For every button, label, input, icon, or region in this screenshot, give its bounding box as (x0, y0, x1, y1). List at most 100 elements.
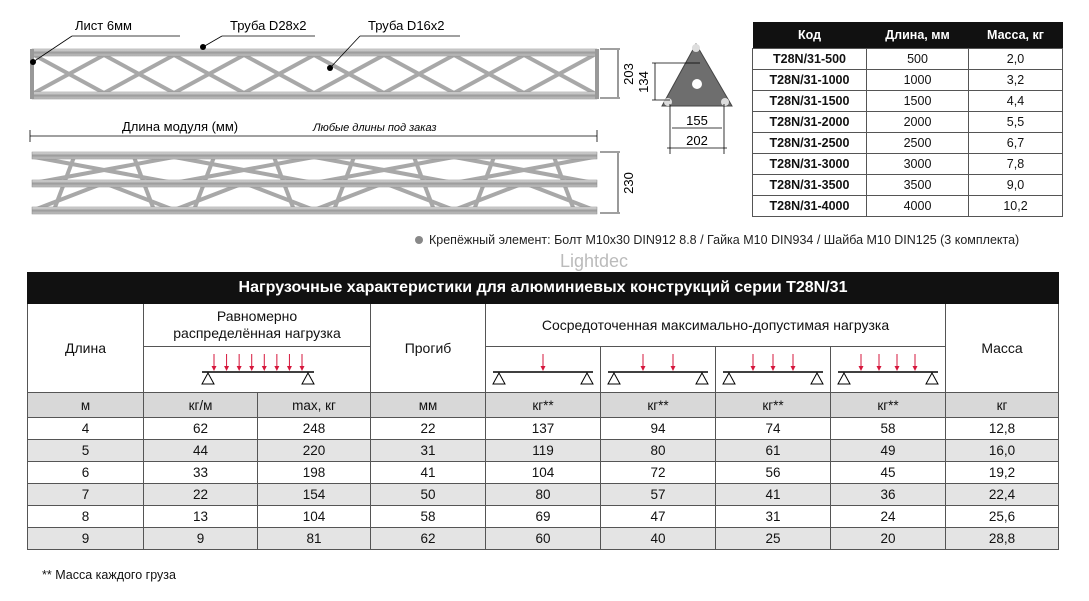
table-cell: 22,4 (944, 483, 1060, 506)
spec-cell-mass: 6,7 (968, 132, 1063, 154)
table-row: 7 22 154 50 80 57 41 36 22,4 (27, 483, 1060, 506)
spec-cell-mass: 4,4 (968, 90, 1063, 112)
spec-cell-len: 4000 (866, 195, 969, 217)
load-arrow-icon (858, 354, 864, 371)
load-table: Нагрузочные характеристики для алюминиев… (26, 272, 1060, 550)
brace-tube (173, 53, 245, 95)
spec-header-code: Код (752, 22, 867, 49)
any-length-label: Любые длины под заказ (312, 122, 436, 134)
dim-height-top: 203 (621, 63, 636, 85)
table-cell: 40 (600, 527, 716, 550)
unit-cell: м (27, 392, 144, 418)
point-load-diagram-1 (485, 346, 601, 393)
table-cell: 62 (143, 417, 258, 440)
chord-tube (31, 91, 598, 100)
spec-header-length: Длина, мм (866, 22, 969, 49)
label-sheet: Лист 6мм (75, 18, 132, 33)
table-cell: 57 (600, 483, 716, 506)
table-cell: 6 (27, 461, 144, 484)
table-row: 4 62 248 22 137 94 74 58 12,8 (27, 417, 1060, 440)
unit-cell: кг** (600, 392, 716, 418)
brace-tube (33, 53, 105, 95)
support-icon (810, 371, 824, 385)
load-arrow-icon (249, 354, 255, 371)
table-cell: 60 (485, 527, 601, 550)
spec-row: T28N/31-2000 2000 5,5 (752, 111, 1063, 133)
chord-tube (31, 179, 598, 188)
table-cell: 44 (143, 439, 258, 462)
table-cell: 25,6 (944, 505, 1060, 528)
brace-tube (453, 181, 525, 212)
brace-tube (103, 53, 175, 95)
spec-row: T28N/31-4000 4000 10,2 (752, 195, 1063, 217)
unit-cell: кг (944, 392, 1060, 418)
support-icon (695, 371, 709, 385)
truss-drawing: Лист 6мм Труба D28x2 Труба D16x2 203 230… (29, 18, 733, 215)
spec-cell-mass: 3,2 (968, 69, 1063, 91)
table-cell: 62 (370, 527, 486, 550)
spec-row: T28N/31-3500 3500 9,0 (752, 174, 1063, 196)
table-cell: 154 (257, 483, 371, 506)
load-arrow-icon (540, 354, 546, 371)
label-tube-brace: Труба D16x2 (368, 18, 445, 33)
table-cell: 248 (257, 417, 371, 440)
spec-header-mass: Масса, кг (968, 22, 1063, 49)
chord-tube (31, 151, 598, 160)
support-icon (925, 371, 939, 385)
table-cell: 198 (257, 461, 371, 484)
brace-tube (173, 155, 315, 185)
spec-cell-len: 1500 (866, 90, 969, 112)
table-cell: 25 (715, 527, 831, 550)
load-arrow-icon (224, 354, 230, 371)
table-cell: 7 (27, 483, 144, 506)
uniform-load-diagram (143, 346, 371, 393)
label-tube-main: Труба D28x2 (230, 18, 307, 33)
table-cell: 56 (715, 461, 831, 484)
load-arrow-icon (286, 354, 292, 371)
brace-tube (523, 53, 595, 95)
header-deflection: Прогиб (370, 303, 486, 393)
table-cell: 81 (257, 527, 371, 550)
support-icon (722, 371, 736, 385)
spec-cell-len: 3000 (866, 153, 969, 175)
table-cell: 5 (27, 439, 144, 462)
brace-tube (103, 181, 175, 212)
brace-tube (313, 181, 385, 212)
spec-row: T28N/31-2500 2500 6,7 (752, 132, 1063, 154)
dim-height-bottom: 230 (621, 172, 636, 194)
table-cell: 47 (600, 505, 716, 528)
spec-cell-code: T28N/31-2000 (752, 111, 867, 133)
load-arrow-icon (211, 354, 217, 371)
load-arrow-icon (790, 354, 796, 371)
support-icon (580, 371, 594, 385)
spec-row: T28N/31-500 500 2,0 (752, 48, 1063, 70)
fastener-note: Крепёжный элемент: Болт M10x30 DIN912 8.… (415, 233, 1019, 248)
table-cell: 36 (830, 483, 946, 506)
spec-cell-mass: 2,0 (968, 48, 1063, 70)
table-cell: 220 (257, 439, 371, 462)
spec-row: T28N/31-3000 3000 7,8 (752, 153, 1063, 175)
spec-cell-len: 2500 (866, 132, 969, 154)
table-row: 8 13 104 58 69 47 31 24 25,6 (27, 505, 1060, 528)
module-length-label: Длина модуля (мм) (122, 119, 238, 134)
table-cell: 41 (370, 461, 486, 484)
load-arrow-icon (912, 354, 918, 371)
brace-tube (33, 155, 175, 185)
table-row: 5 44 220 31 119 80 61 49 16,0 (27, 439, 1060, 462)
table-cell: 41 (715, 483, 831, 506)
table-cell: 8 (27, 505, 144, 528)
spec-row: T28N/31-1500 1500 4,4 (752, 90, 1063, 112)
load-arrow-icon (894, 354, 900, 371)
unit-cell: max, кг (257, 392, 371, 418)
table-cell: 80 (485, 483, 601, 506)
load-arrow-icon (236, 354, 242, 371)
table-cell: 58 (370, 505, 486, 528)
brace-tube (383, 53, 455, 95)
spec-cell-len: 500 (866, 48, 969, 70)
unit-cell: кг/м (143, 392, 258, 418)
bullet-icon (415, 236, 423, 244)
table-cell: 69 (485, 505, 601, 528)
table-cell: 80 (600, 439, 716, 462)
load-arrow-icon (750, 354, 756, 371)
table-cell: 33 (143, 461, 258, 484)
